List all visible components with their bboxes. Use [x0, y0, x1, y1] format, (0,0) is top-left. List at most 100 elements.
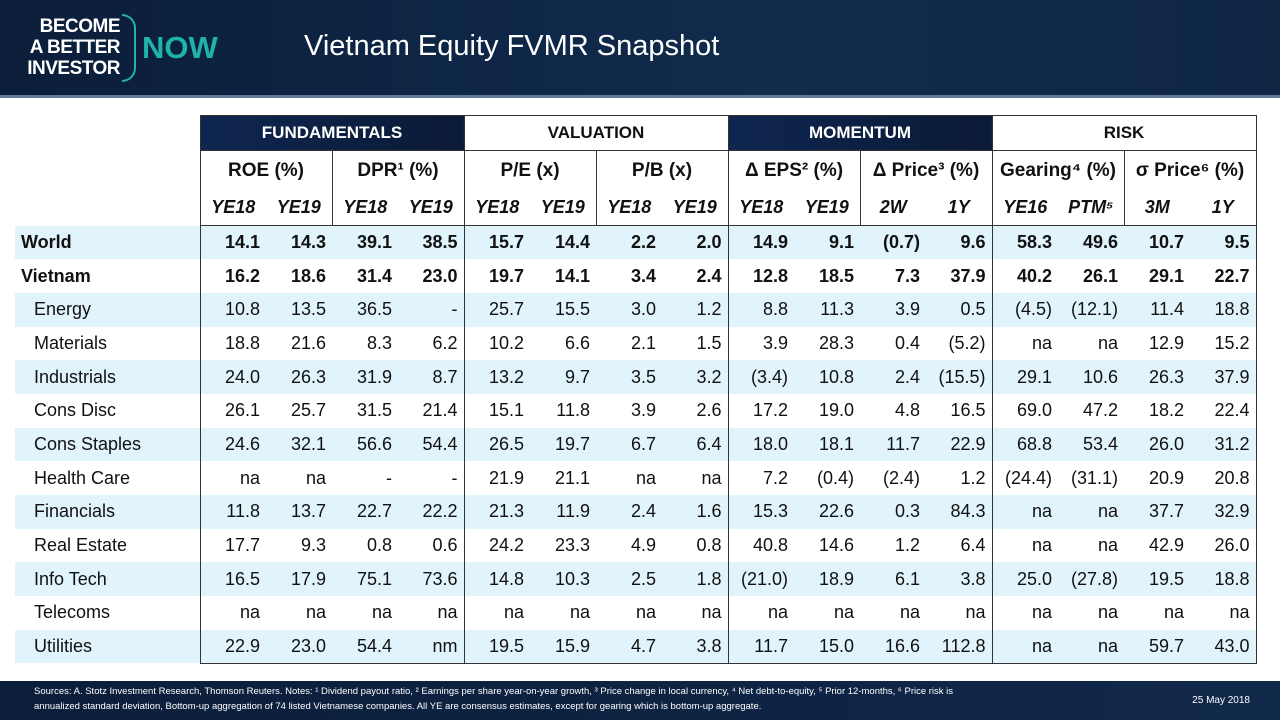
- table-cell: 2.2: [596, 225, 662, 260]
- table-cell: (0.4): [816, 467, 854, 488]
- table-cell: na: [991, 326, 1058, 361]
- table-cell: 0.6: [432, 535, 458, 556]
- table-cell: 14.9: [727, 225, 794, 260]
- period-header: YE18: [463, 190, 530, 226]
- table-cell: 25.7: [463, 292, 530, 327]
- table-cell: 17.7: [199, 528, 266, 563]
- period-header: YE19: [530, 190, 597, 226]
- table-cell: 26.1: [199, 393, 266, 428]
- table-cell: 47.2: [1082, 400, 1118, 421]
- table-cell: 40.2: [991, 259, 1058, 293]
- table-cell: 20.9: [1148, 467, 1184, 488]
- period-header: 1Y: [926, 190, 993, 226]
- table-cell: 0.4: [894, 332, 920, 353]
- table-cell: 14.1: [199, 225, 266, 260]
- table-cell: 26.0: [1124, 427, 1190, 462]
- table-cell: 31.5: [356, 400, 392, 421]
- table-row: Utilities 22.9 23.0 54.4 nm 19.5 15.9 4.7 3.8 11.…: [15, 629, 1257, 664]
- table-cell: 3.8: [662, 629, 728, 664]
- table-cell: 11.7: [727, 629, 794, 664]
- table-row: Real Estate 17.7 9.3 0.8 0.6 24.2 23.3 4.9 0.8 40…: [15, 528, 1257, 563]
- period-header: YE18: [595, 190, 662, 226]
- table-cell: 23.0: [266, 629, 332, 664]
- row-label: Materials: [34, 332, 108, 353]
- table-cell: 20.8: [1190, 461, 1257, 495]
- table-cell: 21.6: [290, 332, 326, 353]
- table-cell: -: [386, 467, 392, 488]
- table-cell: 112.8: [926, 629, 992, 664]
- table-cell: 0.5: [926, 292, 992, 327]
- table-cell: 23.0: [422, 265, 458, 286]
- table-cell: 9.1: [794, 225, 860, 260]
- table-cell: 53.4: [1058, 427, 1124, 462]
- period-header: YE18: [199, 190, 266, 226]
- table-cell: 10.8: [199, 292, 266, 327]
- table-cell: 11.4: [1124, 292, 1190, 327]
- table-cell: na: [305, 467, 326, 488]
- table-cell: 11.7: [860, 427, 926, 462]
- table-cell: 19.0: [818, 400, 854, 421]
- footer-notes-line2: annualized standard deviation, Bottom-up…: [34, 701, 762, 712]
- table-cell: 2.5: [596, 562, 662, 597]
- table-cell: 0.8: [696, 535, 722, 556]
- logo-line: A BETTER: [29, 37, 121, 58]
- table-cell: na: [991, 596, 1058, 630]
- table-row: Cons Staples 24.6 32.1 56.6 54.4 26.5 19.7 6.7 6…: [15, 427, 1257, 462]
- table-cell: 18.5: [818, 265, 854, 286]
- table-cell: 3.9: [727, 326, 794, 361]
- table-cell: 39.1: [332, 225, 398, 260]
- table-cell: na: [371, 602, 392, 623]
- table-cell: na: [635, 602, 656, 623]
- period-header: YE19: [662, 190, 729, 226]
- table-cell: 29.1: [1148, 265, 1184, 286]
- table-cell: 22.9: [926, 427, 992, 462]
- table-row: Energy 10.8 13.5 36.5-25.7 15.5 3.0 1.2 8.8 11.3…: [15, 292, 1257, 327]
- table-cell: 25.0: [991, 562, 1058, 597]
- table-cell: 22.6: [794, 495, 860, 529]
- row-label: Industrials: [15, 360, 200, 394]
- table-cell: 43.0: [1190, 629, 1257, 664]
- table-cell: (24.4): [991, 461, 1058, 495]
- table-cell: 10.3: [530, 562, 596, 597]
- table-cell: 13.7: [266, 495, 332, 529]
- table-row: Telecoms na na na na na na na na na na na na na na na na: [15, 596, 1257, 630]
- period-header: YE19: [794, 190, 861, 226]
- table-cell: 68.8: [991, 427, 1058, 462]
- table-cell: (3.4): [727, 360, 794, 394]
- table-cell: 32.1: [266, 427, 332, 462]
- logo-line: BECOME: [39, 16, 121, 37]
- table-cell: 54.4: [398, 427, 464, 462]
- table-cell: 56.6: [332, 427, 398, 462]
- table-cell: na: [305, 602, 326, 623]
- table-cell: 3.9: [630, 400, 656, 421]
- table-cell: 9.7: [530, 360, 596, 394]
- row-label: Cons Disc: [34, 400, 117, 421]
- table-cell: na: [569, 602, 590, 623]
- table-row: Vietnam 16.2 18.6 31.4 23.0 19.7 14.1 3.4 2.4 12.…: [15, 259, 1257, 293]
- table-cell: 14.6: [818, 535, 854, 556]
- table-cell: 24.2: [463, 528, 530, 563]
- table-cell: na: [199, 596, 266, 630]
- period-header: 2W: [859, 190, 926, 226]
- table-cell: 2.4: [860, 360, 926, 394]
- table-cell: na: [701, 467, 722, 488]
- table-cell: 6.2: [432, 332, 458, 353]
- table-cell: 15.2: [1190, 326, 1257, 361]
- table-cell: 10.8: [794, 360, 860, 394]
- table-cell: 31.2: [1190, 427, 1257, 462]
- table-cell: 7.2: [727, 461, 794, 495]
- table-cell: 14.4: [530, 225, 596, 260]
- table-cell: na: [991, 528, 1058, 563]
- group-momentum: MOMENTUM: [727, 115, 993, 151]
- brace-icon: [122, 14, 136, 82]
- table-cell: 12.8: [727, 259, 794, 293]
- table-row: Financials 11.8 13.7 22.7 22.2 21.3 11.9 2.4 1.6…: [15, 495, 1257, 529]
- metric-header: Gearing⁴ (%): [991, 150, 1125, 191]
- row-label: Info Tech: [15, 562, 200, 597]
- table-cell: 17.9: [266, 562, 332, 597]
- table-cell: 59.7: [1124, 629, 1190, 664]
- table-row: Materials 18.8 21.6 8.3 6.2 10.2 6.6 2.1 1.5 3.9 2…: [15, 326, 1257, 361]
- table-cell: 3.5: [596, 360, 662, 394]
- table-cell: 14.8: [463, 562, 530, 597]
- table-cell: 1.8: [662, 562, 728, 597]
